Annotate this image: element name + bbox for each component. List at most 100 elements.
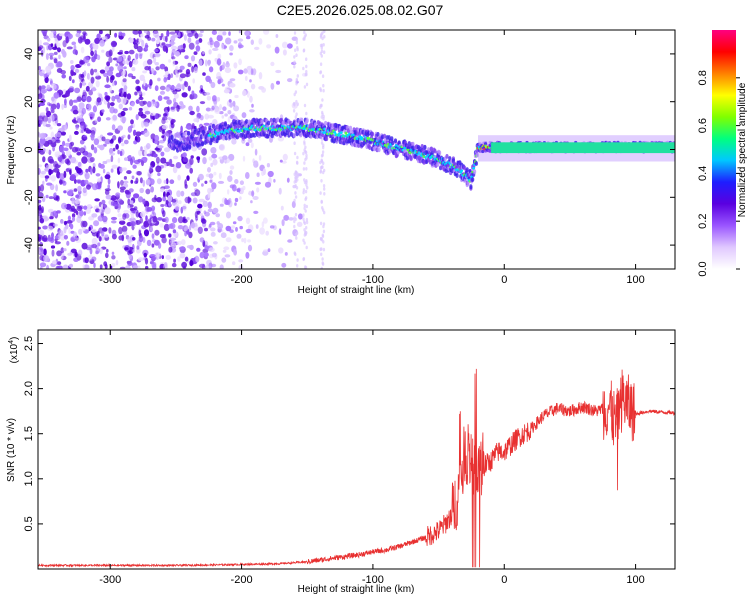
spectrogram-noise-cell (293, 55, 296, 59)
spectrogram-noise-cell (249, 95, 253, 103)
spectrogram-noise-cell (118, 93, 122, 97)
spectrogram-noise-cell (127, 55, 131, 61)
spectrogram-noise-cell (199, 101, 206, 105)
spectrogram-noise-cell (41, 230, 45, 237)
spectrogram-noise-cell (157, 145, 164, 149)
spectrogram-ridge-cell (420, 144, 424, 149)
spectrogram-noise-cell (85, 168, 89, 173)
spectrogram-noise-cell (75, 125, 79, 130)
spectrogram-noise-cell (206, 95, 212, 101)
spectrogram-noise-cell (55, 63, 60, 68)
spectrogram-noise-cell (194, 211, 198, 219)
spectrogram-noise-cell (111, 124, 116, 131)
spectrogram-noise-cell (71, 79, 75, 84)
spectrogram-noise-cell (42, 46, 46, 54)
spectrogram-noise-cell (267, 248, 271, 253)
spectrogram-noise-cell (224, 67, 232, 74)
spectrogram-noise-cell (187, 37, 192, 44)
spectrogram-noise-cell (188, 42, 195, 50)
spectrogram-noise-cell (210, 162, 214, 167)
spectrogram-noise-cell (171, 56, 176, 60)
spectrogram-noise-cell (165, 87, 170, 92)
spectrogram-ridge-cell (208, 125, 212, 131)
spectrogram-noise-cell (110, 195, 117, 201)
spectrogram-noise-cell (105, 252, 109, 259)
spectrogram-noise-cell (320, 49, 324, 53)
spectrogram-noise-cell (215, 213, 220, 218)
spectrogram-noise-cell (163, 96, 170, 100)
spectrogram-noise-cell (250, 68, 254, 76)
spectrogram-noise-cell (204, 113, 210, 120)
spectrogram-noise-cell (161, 42, 166, 46)
spectrogram-noise-cell (122, 69, 126, 76)
spectrogram-noise-cell (38, 167, 41, 175)
spectrogram-noise-cell (158, 126, 162, 133)
spectrogram-noise-cell (303, 37, 306, 41)
spectrogram-noise-cell (124, 157, 129, 161)
spectrogram-noise-cell (104, 138, 111, 145)
spectrogram-noise-cell (162, 210, 166, 218)
spectrogram-noise-cell (117, 181, 120, 189)
x-tick-label: -300 (99, 274, 121, 286)
spectrogram-noise-cell (305, 220, 309, 225)
spectrogram-noise-cell (134, 91, 138, 96)
spectrogram-noise-cell (229, 184, 235, 189)
spectrogram-noise-cell (48, 114, 55, 122)
spectrogram-noise-cell (294, 115, 297, 119)
spectrogram-noise-cell (149, 165, 153, 172)
spectrogram-noise-cell (69, 169, 72, 176)
spectrogram-noise-cell (305, 225, 308, 230)
spectrogram-noise-cell (142, 156, 148, 162)
spectrogram-noise-cell (282, 153, 288, 161)
x-tick-label: -100 (362, 274, 384, 286)
spectrogram-noise-cell (105, 50, 112, 58)
spectrogram-noise-cell (120, 189, 125, 193)
spectrogram-noise-cell (75, 179, 82, 183)
spectrogram-noise-cell (320, 237, 324, 242)
spectrogram-noise-cell (197, 226, 203, 234)
spectrogram-noise-cell (98, 162, 102, 168)
spectrogram-noise-cell (97, 116, 102, 122)
spectrogram-noise-cell (213, 40, 220, 48)
spectrogram-noise-cell (76, 118, 82, 124)
y-tick-label: 0 (23, 146, 35, 152)
spectrogram-noise-cell (173, 97, 177, 104)
spectrogram-noise-cell (184, 196, 191, 204)
spectrogram-noise-cell (72, 99, 79, 103)
spectrogram-noise-cell (136, 171, 142, 176)
spectrogram-noise-cell (254, 46, 260, 51)
spectrogram-noise-cell (64, 142, 71, 147)
spectrogram-noise-cell (180, 44, 184, 48)
spectrogram-noise-cell (42, 235, 48, 242)
spectrogram-ridge-cell (313, 122, 318, 128)
spectrogram-noise-cell (122, 59, 126, 65)
spectrogram-noise-cell (222, 249, 227, 253)
spectrogram-noise-cell (76, 96, 82, 102)
spectrogram-noise-cell (39, 184, 45, 192)
spectrogram-noise-cell (49, 126, 53, 130)
spectrogram-noise-cell (159, 85, 166, 91)
spectrogram-noise-cell (140, 211, 146, 218)
spectrogram-noise-cell (38, 104, 41, 108)
spectrogram-noise-cell (139, 187, 144, 194)
spectrogram-noise-cell (302, 257, 305, 262)
spectrogram-noise-cell (95, 80, 100, 88)
spectrogram-noise-cell (67, 215, 71, 221)
spectrogram-noise-cell (241, 112, 247, 119)
spectrogram-noise-cell (112, 57, 118, 61)
spectrogram-noise-cell (188, 225, 192, 231)
spectrogram-noise-cell (321, 257, 324, 261)
spectrogram-noise-cell (210, 263, 217, 268)
spectrogram-noise-cell (303, 140, 306, 144)
spectrogram-noise-cell (293, 219, 296, 224)
y-tick-label: 2.5 (23, 336, 35, 351)
spectrogram-noise-cell (39, 119, 43, 125)
spectrogram-noise-cell (86, 95, 92, 103)
spectrogram-ridge-cell (466, 181, 470, 186)
spectrogram-noise-cell (293, 224, 296, 229)
spectrogram-noise-cell (53, 223, 58, 227)
spectrogram-noise-cell (184, 55, 189, 60)
spectrogram-noise-cell (319, 247, 322, 252)
spectrogram-noise-cell (97, 178, 102, 183)
spectrogram-noise-cell (234, 94, 239, 99)
